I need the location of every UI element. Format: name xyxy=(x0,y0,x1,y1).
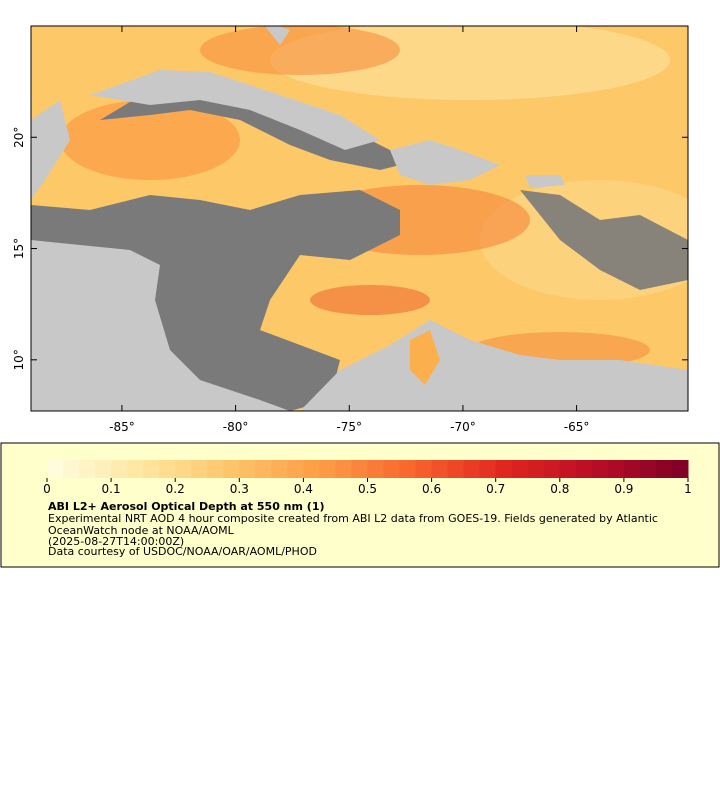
colorbar-cell xyxy=(335,460,352,478)
colorbar-cell xyxy=(127,460,144,478)
colorbar-cell xyxy=(207,460,224,478)
colorbar-cell xyxy=(399,460,417,478)
colorbar-cell xyxy=(527,460,545,478)
colorbar-cell xyxy=(367,460,385,478)
y-tick-label: 15° xyxy=(12,238,26,259)
colorbar-cell xyxy=(383,460,401,478)
colorbar-cell xyxy=(655,460,673,478)
colorbar-cell xyxy=(223,460,240,478)
colorbar-cell xyxy=(639,460,657,478)
legend-title: ABI L2+ Aerosol Optical Depth at 550 nm … xyxy=(48,500,325,513)
colorbar-cell xyxy=(671,460,689,478)
colorbar-cell xyxy=(447,460,465,478)
legend-line: Experimental NRT AOD 4 hour composite cr… xyxy=(48,512,658,525)
colorbar-tick-label: 1 xyxy=(684,482,692,496)
x-tick-label: -75° xyxy=(336,420,362,434)
colorbar-cell xyxy=(63,460,80,478)
map-image xyxy=(31,26,688,411)
legend-line: OceanWatch node at NOAA/AOML xyxy=(48,524,235,537)
colorbar-cell xyxy=(463,460,481,478)
colorbar-cell xyxy=(431,460,449,478)
colorbar-cell xyxy=(511,460,529,478)
colorbar-cell xyxy=(79,460,96,478)
y-tick-label: 10° xyxy=(12,349,26,370)
colorbar-cell xyxy=(543,460,561,478)
colorbar-tick-label: 0.9 xyxy=(614,482,633,496)
colorbar-tick-label: 0 xyxy=(43,482,51,496)
colorbar-cell xyxy=(479,460,497,478)
colorbar-cell xyxy=(111,460,128,478)
colorbar-cell xyxy=(303,460,320,478)
colorbar-cell xyxy=(607,460,625,478)
colorbar-cell xyxy=(623,460,641,478)
colorbar-tick-label: 0.8 xyxy=(550,482,569,496)
map-frame xyxy=(30,25,689,412)
x-tick-label: -85° xyxy=(109,420,135,434)
legend-line: Data courtesy of USDOC/NOAA/OAR/AOML/PHO… xyxy=(48,545,317,558)
colorbar-tick-label: 0.5 xyxy=(358,482,377,496)
colorbar-cell xyxy=(159,460,176,478)
colorbar-tick-label: 0.2 xyxy=(166,482,185,496)
colorbar-tick-label: 0.3 xyxy=(230,482,249,496)
colorbar-cell xyxy=(175,460,192,478)
colorbar-cell xyxy=(95,460,112,478)
x-tick-label: -65° xyxy=(564,420,590,434)
colorbar-tick-label: 0.6 xyxy=(422,482,441,496)
colorbar-cell xyxy=(495,460,513,478)
colorbar-cell xyxy=(287,460,304,478)
colorbar-cell xyxy=(47,460,64,478)
colorbar-cell xyxy=(559,460,577,478)
x-tick-label: -70° xyxy=(450,420,476,434)
colorbar-cell xyxy=(351,460,368,478)
colorbar-cell xyxy=(191,460,208,478)
colorbar-cell xyxy=(319,460,336,478)
colorbar-cell xyxy=(239,460,256,478)
y-tick-label: 20° xyxy=(12,127,26,148)
colorbar-cell xyxy=(415,460,433,478)
colorbar-tick-label: 0.1 xyxy=(102,482,121,496)
colorbar-cell xyxy=(575,460,593,478)
colorbar-tick-label: 0.7 xyxy=(486,482,505,496)
legend-line: (2025-08-27T14:00:00Z) xyxy=(48,535,184,548)
colorbar-cell xyxy=(271,460,288,478)
x-tick-label: -80° xyxy=(223,420,249,434)
colorbar-cell xyxy=(591,460,609,478)
colorbar-cell xyxy=(255,460,272,478)
colorbar-cell xyxy=(143,460,160,478)
colorbar-tick-label: 0.4 xyxy=(294,482,313,496)
